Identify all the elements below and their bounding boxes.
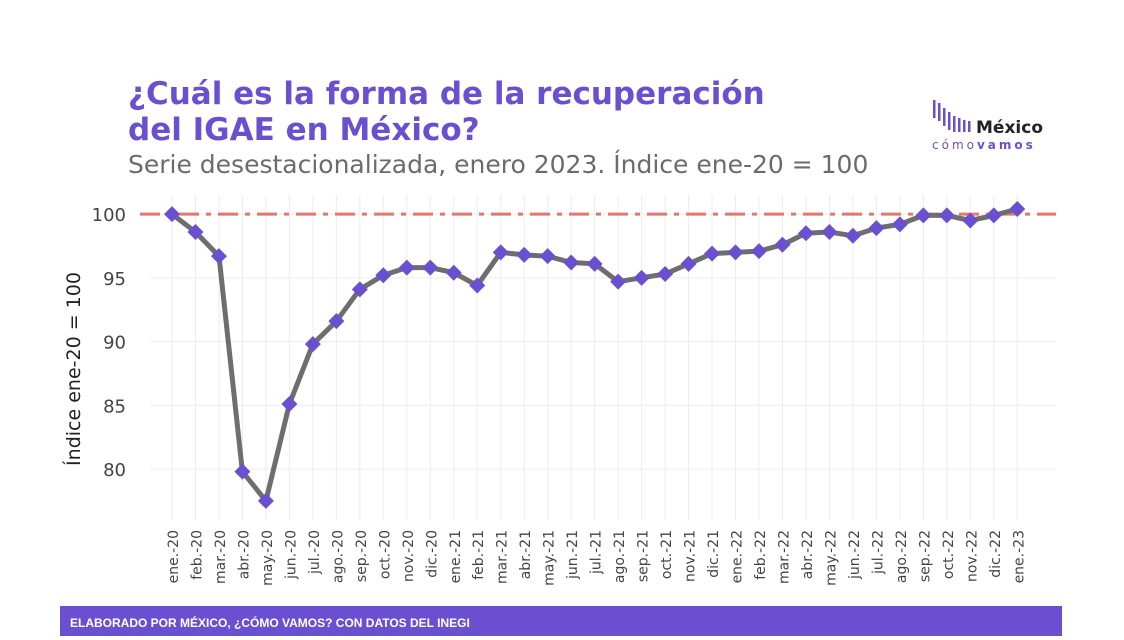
logo-word-vamos: vamos [976,138,1036,152]
data-point [539,248,556,265]
data-point [774,236,791,253]
y-tick-label: 95 [103,269,126,290]
data-point [234,463,251,480]
x-tick-label: jul.-22 [870,530,886,575]
data-point [868,220,885,237]
data-point [375,267,392,284]
x-tick-label: ene.-23 [1011,530,1027,583]
data-point [328,313,345,330]
data-point [422,259,439,276]
x-tick-label: jun.-22 [847,530,863,580]
x-tick-label: ago.-20 [330,530,346,583]
x-tick-label: nov.-20 [401,530,417,582]
x-tick-label: abr.-22 [800,530,816,579]
x-tick-label: may.-22 [823,530,839,586]
data-point [821,223,838,240]
mexico-como-vamos-logo: México cómovamos [930,96,1050,156]
data-point [610,273,627,290]
x-tick-label: ene.-21 [448,530,464,583]
x-tick-label: dic.-21 [706,530,722,578]
x-tick-label: oct.-20 [377,530,393,579]
data-point [164,206,180,223]
x-tick-label: mar.-21 [495,530,511,584]
chart-grid [150,195,1056,520]
y-tick-label: 90 [103,333,126,354]
data-point [727,244,744,261]
data-point [844,227,861,244]
data-point [563,254,580,271]
x-tick-label: jun.-20 [283,530,299,580]
x-tick-label: jul.-21 [589,530,605,575]
x-tick-label: jul.-20 [307,530,323,575]
x-tick-label: mar.-22 [776,530,792,584]
chart-subtitle: Serie desestacionalizada, enero 2023. Ín… [128,150,869,179]
data-point [680,255,697,272]
data-point [257,492,274,509]
y-tick-label: 80 [103,460,126,481]
x-tick-label: feb.-20 [189,530,205,580]
x-tick-label: sep.-20 [354,530,370,582]
y-axis-ticks: 80 85 90 95 100 [92,205,126,481]
source-footer: ELABORADO POR MÉXICO, ¿CÓMO VAMOS? CON D… [60,606,1062,636]
data-point [210,248,227,265]
data-point [891,216,908,233]
data-point [938,207,955,224]
x-tick-label: ago.-22 [894,530,910,583]
x-tick-label: may.-21 [542,530,558,586]
y-tick-label: 100 [92,205,126,226]
data-point [492,244,509,261]
x-tick-label: jun.-21 [565,530,581,580]
x-tick-label: feb.-22 [753,530,769,580]
data-point [1009,201,1026,218]
x-tick-label: ene.-22 [730,530,746,583]
x-tick-label: sep.-21 [636,530,652,582]
data-point [304,336,321,353]
x-tick-label: abr.-21 [518,530,534,579]
y-axis-label: Índice ene-20 = 100 [62,272,85,466]
logo-word-mexico: México [976,118,1043,138]
data-point [281,396,298,413]
data-point [351,281,368,298]
data-point [187,223,204,240]
data-point [985,207,1002,224]
x-tick-label: oct.-22 [941,530,957,579]
data-point [469,277,486,294]
logo-bars-icon [933,100,971,132]
data-point [516,246,533,263]
data-point [915,207,932,224]
data-point [657,266,674,283]
x-tick-label: nov.-22 [964,530,980,582]
series-markers [164,201,1026,509]
logo-word-como: cómo [932,138,977,152]
logo-word-comovamos: cómovamos [932,138,1036,152]
x-tick-label: oct.-21 [659,530,675,579]
x-tick-label: abr.-20 [236,530,252,579]
x-tick-label: dic.-20 [424,530,440,578]
x-tick-label: ago.-21 [612,530,628,583]
x-tick-label: feb.-21 [471,530,487,580]
data-point [962,212,979,229]
data-point [797,225,814,242]
x-tick-label: nov.-21 [683,530,699,582]
data-point [751,243,767,260]
data-point [445,264,462,281]
x-tick-label: sep.-22 [917,530,933,582]
x-tick-label: mar.-20 [213,530,229,584]
x-tick-label: dic.-22 [988,530,1004,578]
chart-title: ¿Cuál es la forma de la recuperación del… [128,76,765,148]
data-point [586,255,603,272]
data-point [704,245,721,262]
data-point [398,259,415,276]
x-tick-label: ene.-20 [166,530,182,583]
y-tick-label: 85 [103,396,126,417]
x-tick-label: may.-20 [260,530,276,586]
x-axis-ticks: ene.-20 feb.-20 mar.-20 abr.-20 may.-20 jun.-… [166,530,1027,586]
data-point [633,269,650,286]
